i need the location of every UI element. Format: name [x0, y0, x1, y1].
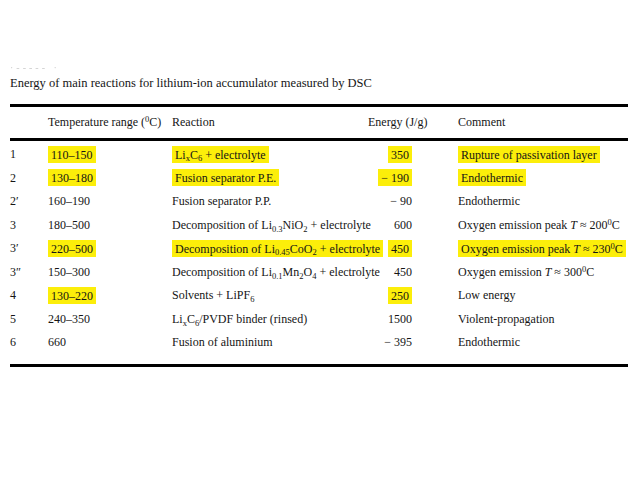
table-row: 3180–500Decomposition of Li0.3NiO2 + ele…: [10, 214, 628, 238]
cell-temperature-range: 110–150: [48, 147, 172, 162]
header-reaction: Reaction: [172, 115, 360, 130]
cell-comment: Rupture of passivation layer: [458, 147, 600, 162]
cell-comment: Oxygen emission peak T ≈ 2000C: [458, 218, 620, 233]
cell-comment: Endothermic: [458, 171, 526, 186]
cell-temperature-range: 130–220: [48, 288, 172, 303]
cell-row-label: 3′: [10, 241, 48, 256]
cell-temperature-range: 240–350: [48, 312, 172, 327]
cell-comment: Oxygen emission T ≈ 3000C: [458, 265, 594, 280]
cell-energy: − 90: [360, 194, 412, 209]
cell-energy: 450: [360, 241, 412, 256]
cell-row-label: 3″: [10, 265, 48, 280]
table-bottom-rule: [10, 364, 628, 367]
table-row: 1110–150 LixC6 + electrolyte 350 Rupture of…: [10, 143, 628, 167]
cell-temperature-range: 220–500: [48, 241, 172, 256]
cell-reaction: LixC6 + electrolyte: [172, 147, 360, 162]
cell-energy: 350: [360, 147, 412, 162]
table-row: 3′220–500 Decomposition of Li0.45CoO2 + e…: [10, 237, 628, 261]
table-row: 3″150–300Decomposition of Li0.1Mn2O4 + e…: [10, 261, 628, 285]
highlight-mark: Fusion separator P.E.: [172, 169, 279, 186]
table-row: 5240–350LixC6/PVDF binder (rinsed)1500 Vi…: [10, 308, 628, 332]
cell-energy: 250: [360, 288, 412, 303]
highlight-mark: − 190: [378, 169, 412, 186]
cell-reaction: Fusion separator P.P.: [172, 194, 360, 209]
highlight-mark: LixC6 + electrolyte: [172, 146, 269, 163]
highlight-mark: 110–150: [48, 146, 96, 163]
cell-reaction: Solvents + LiPF6: [172, 288, 360, 303]
cell-row-label: 5: [10, 312, 48, 327]
highlight-mark: Rupture of passivation layer: [458, 146, 600, 163]
cell-reaction: Decomposition of Li0.1Mn2O4 + electrolyt…: [172, 265, 360, 280]
cell-temperature-range: 160–190: [48, 194, 172, 209]
cell-temperature-range: 150–300: [48, 265, 172, 280]
cell-reaction: Decomposition of Li0.45CoO2 + electrolyt…: [172, 241, 360, 256]
highlight-mark: Oxygen emission peak T ≈ 2300C: [458, 240, 626, 257]
cell-row-label: 2′: [10, 194, 48, 209]
cell-reaction: Fusion separator P.E.: [172, 171, 360, 186]
table-body: 1110–150 LixC6 + electrolyte 350 Rupture of…: [10, 143, 628, 355]
highlight-mark: 130–180: [48, 169, 96, 186]
table-header-rule: [10, 138, 628, 141]
cell-row-label: 3: [10, 218, 48, 233]
highlight-mark: Endothermic: [458, 169, 526, 186]
header-comment: Comment: [458, 115, 505, 130]
cell-energy: − 395: [360, 335, 412, 350]
table-row: 2130–180 Fusion separator P.E. − 190 Endoth…: [10, 167, 628, 191]
table-row: 6660Fusion of aluminium− 395 Endothermic: [10, 331, 628, 355]
table-header-row: Temperature range (0C) Reaction Energy (…: [10, 107, 628, 138]
cell-energy: 450: [360, 265, 412, 280]
cell-energy: 1500: [360, 312, 412, 327]
highlight-mark: 220–500: [48, 240, 96, 257]
highlight-mark: 450: [388, 240, 412, 257]
cell-temperature-range: 130–180: [48, 171, 172, 186]
cell-reaction: Fusion of aluminium: [172, 335, 360, 350]
cell-comment: Low energy: [458, 288, 515, 303]
highlight-mark: 130–220: [48, 287, 96, 304]
cell-comment: Oxygen emission peak T ≈ 2300C: [458, 241, 626, 256]
cell-row-label: 2: [10, 171, 48, 186]
cell-row-label: 1: [10, 147, 48, 162]
cell-comment: Endothermic: [458, 335, 520, 350]
scan-artifact: ·‐‐‐‐‐ ·: [10, 62, 60, 73]
highlight-mark: 350: [388, 146, 412, 163]
cell-reaction: Decomposition of Li0.3NiO2 + electrolyte: [172, 218, 360, 233]
cell-reaction: LixC6/PVDF binder (rinsed): [172, 312, 360, 327]
document-page: ·‐‐‐‐‐ · Energy of main reactions for li…: [0, 0, 640, 480]
table-caption: Energy of main reactions for lithium-ion…: [10, 76, 372, 91]
cell-row-label: 4: [10, 288, 48, 303]
cell-energy: − 190: [360, 171, 412, 186]
cell-energy: 600: [360, 218, 412, 233]
header-temperature-range: Temperature range (0C): [48, 115, 172, 130]
highlight-mark: Decomposition of Li0.45CoO2 + electrolyt…: [172, 240, 383, 257]
cell-comment: Endothermic: [458, 194, 520, 209]
cell-comment: Violent-propagation: [458, 312, 555, 327]
table-row: 2′160–190Fusion separator P.P.− 90 Endoth…: [10, 190, 628, 214]
header-energy: Energy (J/g): [360, 115, 458, 130]
cell-temperature-range: 180–500: [48, 218, 172, 233]
cell-row-label: 6: [10, 335, 48, 350]
cell-temperature-range: 660: [48, 335, 172, 350]
table-row: 4130–220 Solvents + LiPF6 250 Low energy: [10, 284, 628, 308]
highlight-mark: 250: [388, 287, 412, 304]
